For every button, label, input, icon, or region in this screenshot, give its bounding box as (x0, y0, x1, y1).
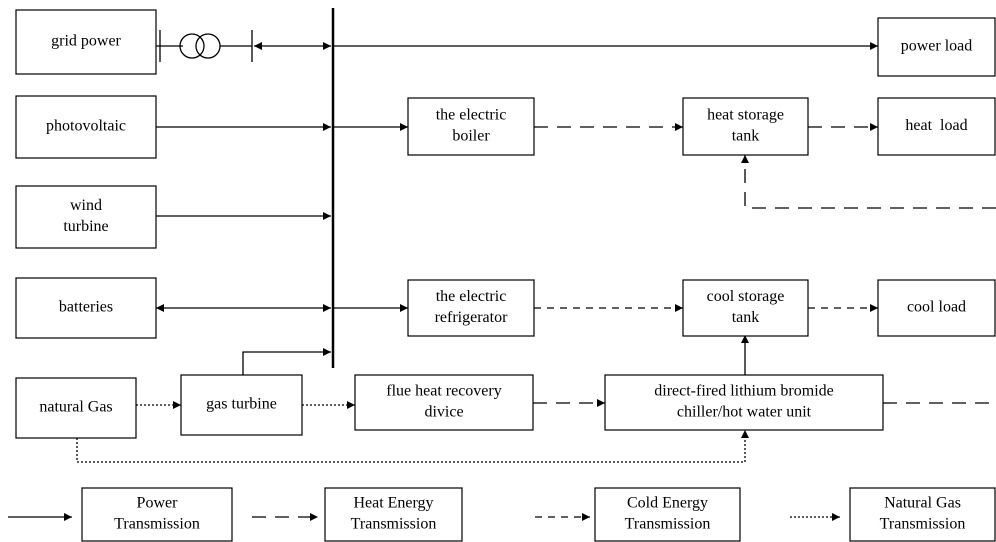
label: Transmission (114, 516, 200, 533)
heat-arrow (741, 155, 996, 209)
box (15, 95, 157, 159)
label: tank (732, 128, 760, 145)
node: cool storage tank (682, 279, 809, 337)
legend-item: Power Transmission (81, 487, 233, 542)
box (407, 97, 535, 156)
label: boiler (452, 128, 490, 145)
box (81, 487, 233, 542)
box (682, 97, 809, 156)
box (877, 97, 996, 156)
node: photovoltaic (15, 95, 157, 159)
label: direct-fired lithium bromide (654, 383, 834, 400)
box (594, 487, 741, 542)
node: the electric refrigerator (407, 279, 535, 337)
box (407, 279, 535, 337)
gas-arrow (76, 430, 749, 463)
node: natural Gas (15, 377, 137, 439)
label: Heat Energy (353, 495, 433, 512)
label: Transmission (625, 516, 711, 533)
box (15, 9, 157, 75)
label: refrigerator (435, 309, 509, 326)
box (180, 374, 303, 436)
label: power load (901, 38, 973, 55)
legend-item: Cold Energy Transmission (594, 487, 741, 542)
box (849, 487, 996, 542)
label: tank (732, 309, 760, 326)
label: photovoltaic (46, 118, 126, 135)
box (15, 377, 137, 439)
label: turbine (63, 218, 108, 235)
node: grid power (15, 9, 157, 75)
label: cool load (907, 299, 966, 316)
label: heat load (905, 117, 967, 134)
node: heat storage tank (682, 97, 809, 156)
label: flue heat recovery (386, 383, 501, 400)
power-arrow (242, 348, 331, 375)
legend-item: Heat Energy Transmission (324, 487, 463, 542)
node: cool load (877, 279, 996, 337)
node: gas turbine (180, 374, 303, 436)
box (15, 185, 157, 249)
label: heat storage (707, 107, 784, 124)
box (354, 374, 534, 431)
connections (8, 8, 996, 521)
label: Natural Gas (884, 495, 961, 512)
node: wind turbine (15, 185, 157, 249)
label: wind (70, 197, 102, 214)
label: gas turbine (206, 396, 277, 413)
box (604, 374, 884, 431)
label: Cold Energy (627, 495, 708, 512)
label: chiller/hot water unit (677, 404, 812, 421)
node: flue heat recovery divice (354, 374, 534, 431)
label: grid power (51, 33, 121, 50)
box (15, 277, 157, 339)
node: heat load (877, 97, 996, 156)
node: direct-fired lithium bromide chiller/hot … (604, 374, 884, 431)
legend-item: Natural Gas Transmission (849, 487, 996, 542)
box (324, 487, 463, 542)
label: cool storage (707, 288, 785, 305)
label: Power (137, 495, 179, 512)
node: power load (877, 17, 996, 77)
label: Transmission (351, 516, 437, 533)
transformer-coil (195, 33, 221, 59)
label: Transmission (880, 516, 966, 533)
box (877, 17, 996, 77)
label: batteries (59, 299, 113, 316)
label: the electric (436, 288, 507, 305)
box (682, 279, 809, 337)
label: natural Gas (39, 399, 112, 416)
label: the electric (436, 107, 507, 124)
transformer-coil (179, 33, 205, 59)
node: the electric boiler (407, 97, 535, 156)
label: divice (424, 404, 463, 421)
box (877, 279, 996, 337)
node: batteries (15, 277, 157, 339)
